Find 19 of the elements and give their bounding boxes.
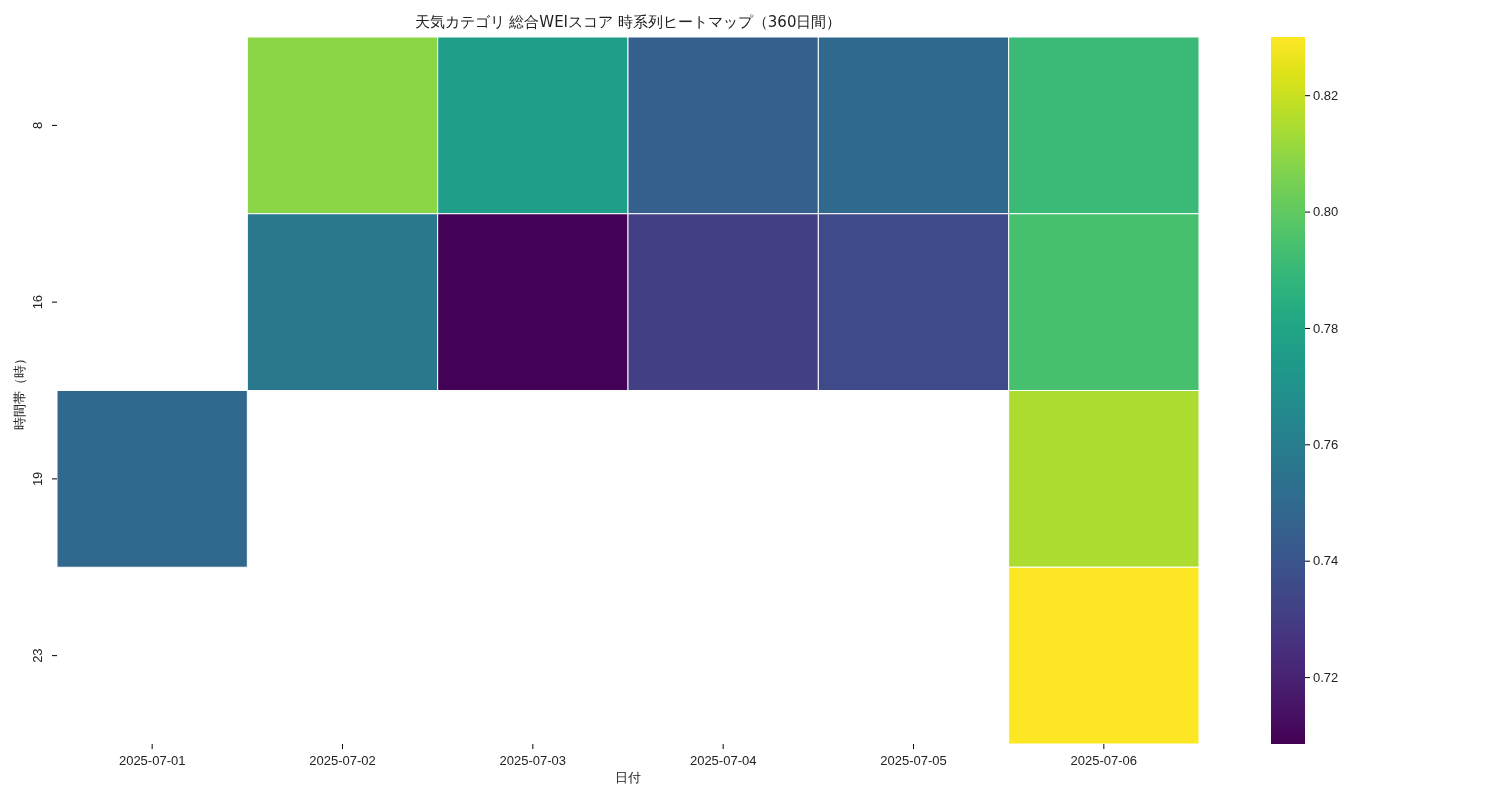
y-axis-title: 時間帯（時） xyxy=(12,351,27,430)
color-bar-label: 0.76 xyxy=(1313,436,1339,452)
y-tick-label: 16 xyxy=(30,294,46,310)
x-tick-label: 2025-07-04 xyxy=(689,753,757,768)
y-tick-label: 8 xyxy=(30,121,46,129)
color-bar-label: 0.82 xyxy=(1313,87,1339,103)
x-tick-label: 2025-07-06 xyxy=(1070,753,1138,768)
x-tick-label: 2025-07-03 xyxy=(499,753,567,768)
color-bar-label: 0.80 xyxy=(1313,204,1339,220)
x-tick-label: 2025-07-05 xyxy=(880,753,947,768)
y-tick-label: 19 xyxy=(30,471,46,487)
y-tick-label: 23 xyxy=(30,648,46,663)
chart-title: 天気カテゴリ 総合WEIスコア 時系列ヒートマップ（360日間） xyxy=(414,13,842,31)
color-bar-label: 0.72 xyxy=(1313,669,1339,685)
x-tick-label: 2025-07-02 xyxy=(309,753,376,768)
x-axis-title: 日付 xyxy=(615,770,641,785)
color-bar-label: 0.74 xyxy=(1313,553,1339,569)
x-tick-label: 2025-07-01 xyxy=(118,753,186,768)
color-bar-label: 0.78 xyxy=(1313,320,1339,336)
